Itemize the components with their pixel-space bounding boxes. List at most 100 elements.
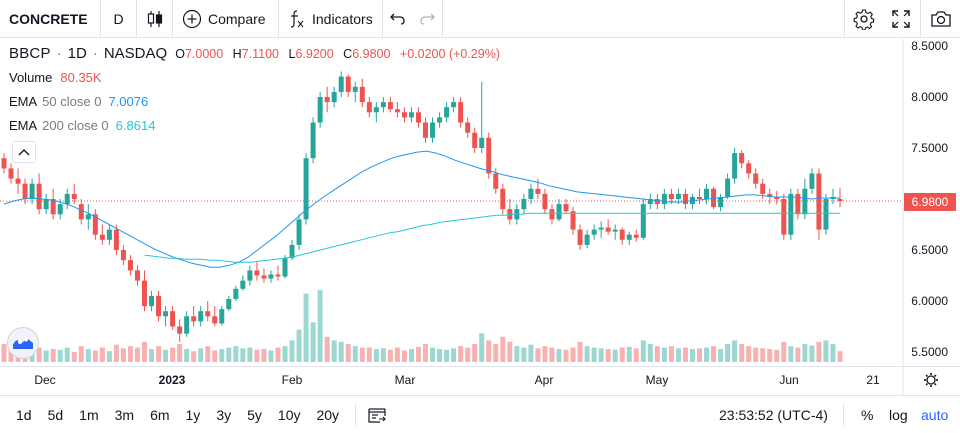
volume-bar xyxy=(64,347,70,362)
candle-body xyxy=(549,209,555,220)
fullscreen-button[interactable] xyxy=(882,0,920,38)
candle-body xyxy=(612,229,618,232)
volume-bar xyxy=(191,351,197,362)
candle-body xyxy=(8,168,14,179)
volume-bar xyxy=(823,340,829,362)
candle-body xyxy=(760,183,766,194)
volume-bar xyxy=(556,349,562,362)
legend-collapse-button[interactable] xyxy=(12,141,36,163)
candle-body xyxy=(36,183,42,210)
redo-icon[interactable] xyxy=(418,11,436,27)
snapshot-button[interactable] xyxy=(920,0,960,38)
candle-body xyxy=(310,122,316,159)
axis-settings-icon xyxy=(933,382,937,386)
range-5y[interactable]: 5y xyxy=(247,406,262,423)
candle-body xyxy=(591,229,597,235)
volume-bar xyxy=(493,344,499,362)
price-chart[interactable]: 8.5000 8.0000 7.5000 7.0000 6.5000 6.0000 5.50… xyxy=(0,39,960,396)
candle-body xyxy=(142,280,148,307)
candle-body xyxy=(352,86,358,92)
candle-body xyxy=(198,311,204,322)
ema50-value: 7.0076 xyxy=(108,93,149,109)
ema50-params: 50 close 0 xyxy=(42,93,102,109)
volume-bar xyxy=(746,346,752,362)
candle-body xyxy=(303,158,309,220)
volume-bar xyxy=(661,347,667,362)
ema200-legend[interactable]: EMA 200 close 0 6.8614 xyxy=(9,116,506,134)
percent-scale-toggle[interactable]: % xyxy=(861,406,874,423)
high-value: 7.1100 xyxy=(241,47,279,61)
volume-bar xyxy=(345,344,351,362)
volume-bar xyxy=(359,347,365,362)
volume-bar xyxy=(704,347,710,362)
candle-body xyxy=(415,112,421,123)
volume-bar xyxy=(212,350,218,362)
candle-body xyxy=(64,193,70,205)
candle-body xyxy=(43,199,49,210)
range-3y[interactable]: 3y xyxy=(216,406,232,423)
candle-body xyxy=(774,196,780,199)
volume-bar xyxy=(149,349,155,362)
go-to-date-button[interactable] xyxy=(368,407,386,423)
interval-button[interactable]: D xyxy=(101,0,137,38)
candle-body xyxy=(718,196,724,208)
log-scale-toggle[interactable]: log xyxy=(889,406,908,423)
range-20y[interactable]: 20y xyxy=(316,406,340,423)
volume-bar xyxy=(598,348,604,362)
settings-button[interactable] xyxy=(844,0,882,38)
candle-body xyxy=(85,214,91,220)
candle-body xyxy=(823,199,829,230)
volume-bar xyxy=(760,348,766,362)
volume-bar xyxy=(92,350,98,362)
range-3m[interactable]: 3m xyxy=(114,406,135,423)
volume-bar xyxy=(296,329,302,362)
volume-bar xyxy=(233,346,239,362)
volume-bar xyxy=(261,349,267,362)
last-price-label: 6.9800 xyxy=(904,193,956,211)
volume-legend[interactable]: Volume 80.35K xyxy=(9,68,506,86)
candle-body xyxy=(134,270,140,281)
candle-body xyxy=(50,199,56,215)
low-value: 6.9200 xyxy=(295,47,334,61)
candle-body xyxy=(788,193,794,235)
volume-bar xyxy=(647,344,653,362)
time-axis-label: Mar xyxy=(395,373,416,387)
volume-bar xyxy=(507,341,513,362)
symbol-search-button[interactable]: CONCRETE xyxy=(0,0,101,38)
tradingview-logo[interactable] xyxy=(7,327,39,359)
volume-bar xyxy=(408,349,414,362)
compare-button[interactable]: Compare xyxy=(173,0,279,38)
candle-body xyxy=(732,153,738,179)
candles-icon xyxy=(147,10,162,27)
candle-body xyxy=(324,97,330,103)
candle-body xyxy=(247,270,253,281)
ema50-label: EMA xyxy=(9,93,38,109)
range-5d[interactable]: 5d xyxy=(47,406,64,423)
ema50-legend[interactable]: EMA 50 close 0 7.0076 xyxy=(9,92,506,110)
volume-bar xyxy=(809,345,815,362)
candle-body xyxy=(542,193,548,210)
candle-body xyxy=(170,311,176,327)
volume-bar xyxy=(781,341,787,362)
volume-bar xyxy=(549,347,555,362)
gear-icon xyxy=(853,9,874,30)
range-1y[interactable]: 1y xyxy=(185,406,201,423)
range-6m[interactable]: 6m xyxy=(150,406,170,423)
calendar-range-icon xyxy=(368,407,386,423)
candle-body xyxy=(458,102,464,123)
volume-bar xyxy=(711,346,717,362)
candle-body xyxy=(605,227,611,232)
candle-body xyxy=(29,183,35,199)
candle-body xyxy=(22,183,28,199)
undo-icon[interactable] xyxy=(389,11,407,27)
range-1d[interactable]: 1d xyxy=(16,406,32,423)
auto-scale-toggle[interactable]: auto xyxy=(921,406,949,423)
chart-type-button[interactable] xyxy=(137,0,173,38)
volume-bar xyxy=(29,351,35,362)
range-1m[interactable]: 1m xyxy=(79,406,99,423)
range-10y[interactable]: 10y xyxy=(277,406,301,423)
timezone-clock[interactable]: 23:53:52 (UTC-4) xyxy=(719,406,828,423)
indicators-button[interactable]: Indicators xyxy=(279,0,383,38)
volume-bar xyxy=(156,346,162,362)
ticker: BBCP xyxy=(9,45,51,62)
